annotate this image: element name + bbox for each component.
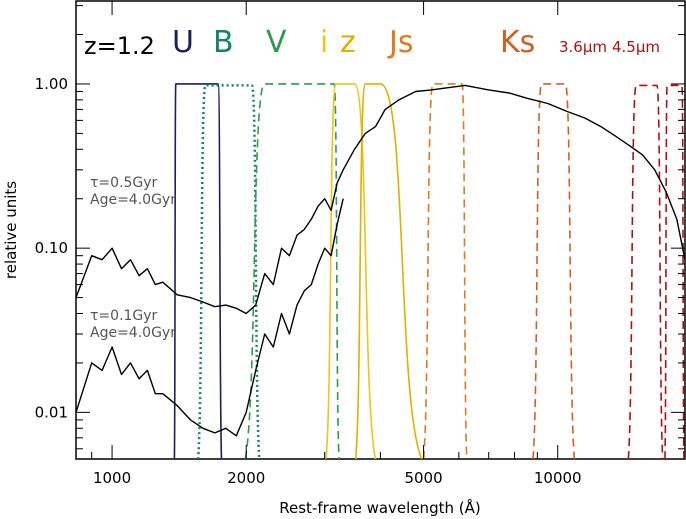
filter-curve-4 — [354, 83, 423, 460]
axis-ticks: 1000 2000 5000 10000 0.01 0.10 1.00 — [35, 1, 685, 487]
band-label-4-5um: 4.5μm — [612, 38, 660, 56]
band-label-js: Js — [387, 25, 413, 60]
x-tick-label-1: 2000 — [227, 469, 265, 487]
spectra — [75, 84, 686, 437]
redshift-label: z=1.2 — [84, 32, 155, 60]
model-young-tau: τ=0.1Gyr — [90, 308, 158, 324]
filter-curve-2 — [244, 83, 340, 460]
filter-curve-5 — [422, 83, 468, 460]
x-axis-title: Rest-frame wavelength (Å) — [279, 498, 480, 517]
filter-curve-7 — [627, 84, 664, 460]
y-tick-label-2: 1.00 — [35, 75, 68, 93]
band-label-z: z — [340, 25, 356, 60]
filter-curve-6 — [532, 83, 576, 460]
band-label-i: i — [320, 25, 328, 60]
band-label-3-6um: 3.6μm — [559, 38, 607, 56]
band-label-ks: Ks — [500, 25, 535, 60]
spectrum-line-1 — [75, 198, 344, 437]
model-old-age: Age=4.0Gyr — [90, 192, 176, 208]
filter-curve-3 — [325, 83, 377, 460]
model-old-tau: τ=0.5Gyr — [90, 175, 158, 191]
y-tick-label-0: 0.01 — [35, 403, 68, 421]
filter-curve-0 — [173, 83, 223, 460]
y-tick-label-1: 0.10 — [35, 239, 68, 257]
filter-curves — [173, 83, 685, 460]
band-label-v: V — [266, 25, 287, 60]
spectrum-line-0 — [75, 84, 686, 315]
band-label-b: B — [213, 25, 234, 60]
plot-frame — [75, 0, 686, 460]
filter-curve-8 — [664, 84, 685, 460]
x-tick-label-3: 10000 — [534, 469, 582, 487]
model-young-age: Age=4.0Gyr — [90, 325, 176, 341]
band-label-u: U — [172, 25, 194, 60]
y-axis-title: relative units — [2, 181, 20, 279]
x-tick-label-0: 1000 — [93, 469, 131, 487]
x-tick-label-2: 5000 — [404, 469, 442, 487]
